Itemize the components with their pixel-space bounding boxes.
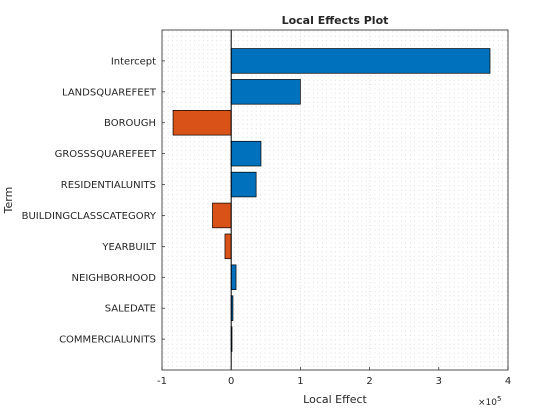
y-tick-label: BUILDINGCLASSCATEGORY [22,211,157,222]
y-tick-label: YEARBUILT [101,242,157,253]
x-tick-label: 0 [228,376,234,387]
y-tick-label: RESIDENTIALUNITS [61,180,156,191]
x-axis-label: Local Effect [303,393,367,406]
bar-series [172,48,491,352]
plot-frame [161,29,509,371]
bar-buildingclasscategory [212,202,232,229]
y-tick-label: GROSSSQUAREFEET [55,149,157,160]
x-tick-label: 4 [505,376,511,387]
bar-residentialunits [230,171,257,198]
y-axis-ticks: Intercept LANDSQUAREFEET BOROUGH GROSSSQUAR… [22,56,165,346]
x-tick-label: 1 [297,376,303,387]
y-tick-label: Intercept [111,56,156,67]
y-tick-label: SALEDATE [105,304,156,315]
x-exponent-label: ×105 [478,395,501,408]
x-exponent-base: ×10 [478,398,497,408]
x-exponent-power: 5 [497,395,501,403]
plot-grid-pattern [162,30,508,370]
bar-intercept [230,48,491,74]
bar-neighborhood [230,264,237,290]
y-tick-label: NEIGHBORHOOD [72,273,157,284]
chart-title: Local Effects Plot [282,14,389,27]
x-tick-label: 2 [366,376,372,387]
bar-yearbuilt [224,233,232,260]
y-axis-label: Term [2,187,15,215]
y-tick-label: COMMERCIALUNITS [59,335,156,346]
bar-borough [172,110,232,136]
x-tick-label: -1 [157,376,167,387]
bar-grosssquarefeet [230,140,262,167]
y-tick-label: LANDSQUAREFEET [62,87,157,98]
bar-landsquarefeet [230,79,301,105]
x-axis-ticks: -1 0 1 2 3 4 [157,367,511,387]
y-tick-label: BOROUGH [104,118,156,129]
x-tick-label: 3 [436,376,442,387]
